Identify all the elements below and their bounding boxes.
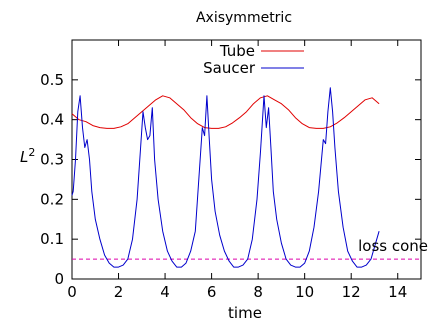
x-tick-label: 10 (295, 283, 314, 301)
y-tick-label: 0.5 (40, 71, 64, 89)
legend-label-saucer: Saucer (203, 59, 256, 77)
y-tick-label: 0.4 (40, 111, 64, 129)
legend-label-tube: Tube (219, 42, 255, 60)
x-axis-label: time (228, 304, 262, 322)
axis-ticks (71, 40, 421, 280)
x-tick-label: 12 (342, 283, 361, 301)
tick-labels: 0 2 4 6 8 10 12 14 0 0.1 0.2 0.3 0.4 0.5 (40, 71, 407, 301)
series-line-tube (71, 95, 380, 129)
y-tick-label: 0.1 (40, 230, 64, 248)
x-tick-label: 2 (114, 283, 124, 301)
series-lines (71, 87, 380, 268)
y-axis-label: L2 (20, 146, 35, 166)
x-tick-label: 4 (160, 283, 170, 301)
series-line-saucer (71, 87, 380, 268)
y-axis-label-sup: 2 (28, 146, 35, 159)
x-tick-label: 14 (388, 283, 407, 301)
loss-cone-label: loss cone (358, 237, 428, 255)
y-tick-label: 0.3 (40, 151, 64, 169)
legend: Tube Saucer (203, 42, 304, 77)
x-tick-label: 6 (207, 283, 217, 301)
x-tick-label: 8 (253, 283, 263, 301)
y-tick-label: 0 (54, 270, 64, 288)
y-axis-label-base: L (20, 148, 28, 166)
chart-title: Axisymmetric (196, 10, 292, 26)
y-tick-label: 0.2 (40, 190, 64, 208)
x-tick-label: 0 (67, 283, 77, 301)
